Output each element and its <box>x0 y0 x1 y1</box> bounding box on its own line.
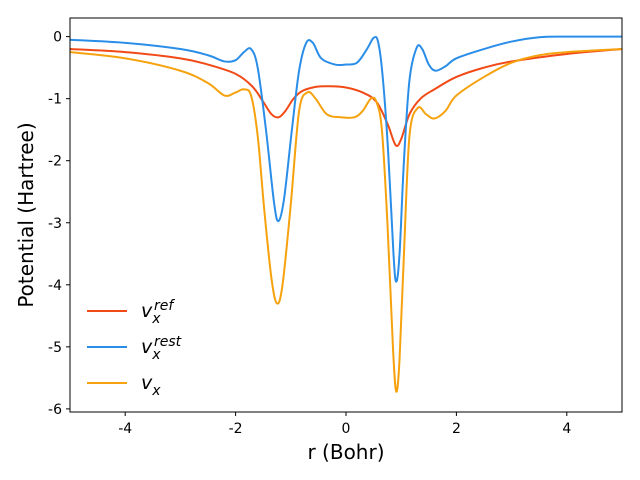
x-tick-label: -2 <box>229 421 243 437</box>
x-axis-label: r (Bohr) <box>307 440 384 464</box>
series-line-2 <box>70 48 622 393</box>
legend-label-0: vx <box>141 300 161 327</box>
y-axis-label: Potential (Hartree) <box>14 122 38 307</box>
x-tick-label: 0 <box>342 421 351 437</box>
plot-lines <box>70 35 622 393</box>
y-tick-label: -4 <box>48 278 62 294</box>
series-line-0 <box>70 48 622 148</box>
x-tick-label: 4 <box>562 421 571 437</box>
x-tick-label: -4 <box>118 421 132 437</box>
x-tick-label: 2 <box>452 421 461 437</box>
series-line-1 <box>70 35 622 283</box>
y-tick-label: -2 <box>48 154 62 170</box>
y-tick-label: -6 <box>48 402 62 418</box>
y-tick-label: -1 <box>48 92 62 108</box>
y-tick-label: 0 <box>53 30 62 46</box>
legend-label-2: vx <box>141 372 161 399</box>
legend-label-1: vx <box>141 336 161 363</box>
legend-superscript-0: ref <box>154 298 175 314</box>
y-tick-label: -3 <box>48 216 62 232</box>
legend-superscript-1: rest <box>154 334 182 350</box>
y-tick-label: -5 <box>48 340 62 356</box>
y-axis: 0 -1 -2 -3 -4 -5 -6 <box>48 30 70 418</box>
x-axis: -4 -2 0 2 4 <box>118 412 571 437</box>
